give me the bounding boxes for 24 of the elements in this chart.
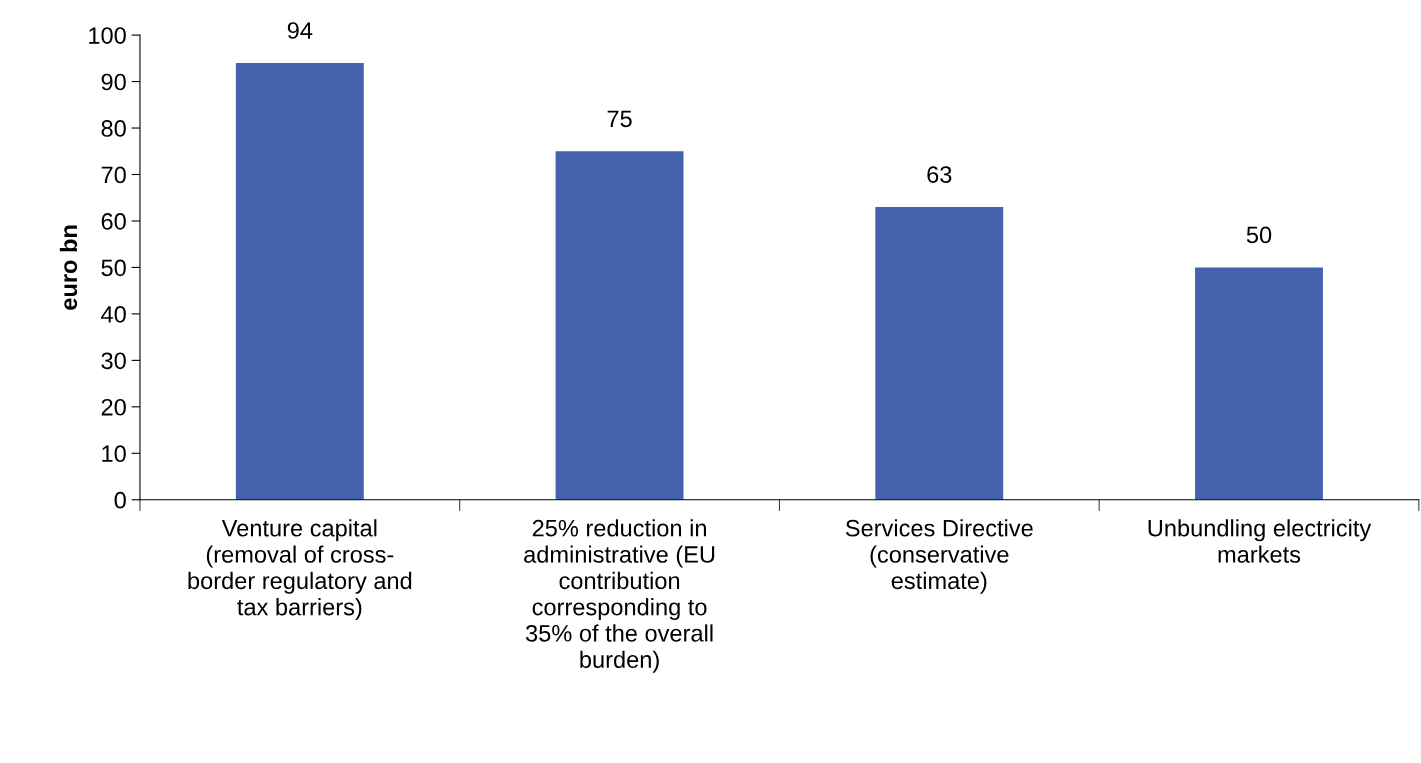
y-tick-label: 30 [101,352,126,370]
y-tick-label: 90 [101,73,126,91]
x-tick-label: 25% reduction in administrative (EU contribution corresponding to 35% of the overall burden) [524,519,715,673]
y-tick-label: 40 [101,305,126,323]
data-label: 63 [927,166,952,183]
x-tick-label: Services Directive (conservative estimate) [845,519,1033,594]
y-tick-label: 50 [101,259,126,277]
y-tick-label: 10 [102,445,126,463]
y-tick-label: 20 [101,398,126,416]
x-tick-label: Unbundling electricity markets [1148,519,1372,563]
y-tick-label: 80 [101,120,126,137]
bar [555,151,684,500]
y-tick-label: 60 [101,213,126,230]
x-tick-label: Venture capital (removal of cross- border regulatory and tax barriers) [188,519,412,621]
y-tick-label: 0 [114,491,126,509]
y-axis-title: euro bn [59,225,78,310]
data-label: 50 [1246,226,1272,244]
data-label: 94 [287,22,313,39]
bar [235,62,364,500]
y-tick-label: 100 [89,27,126,44]
data-label: 75 [607,110,632,128]
y-tick-label: 70 [101,166,126,184]
bar [1195,267,1323,500]
bar [875,207,1004,500]
